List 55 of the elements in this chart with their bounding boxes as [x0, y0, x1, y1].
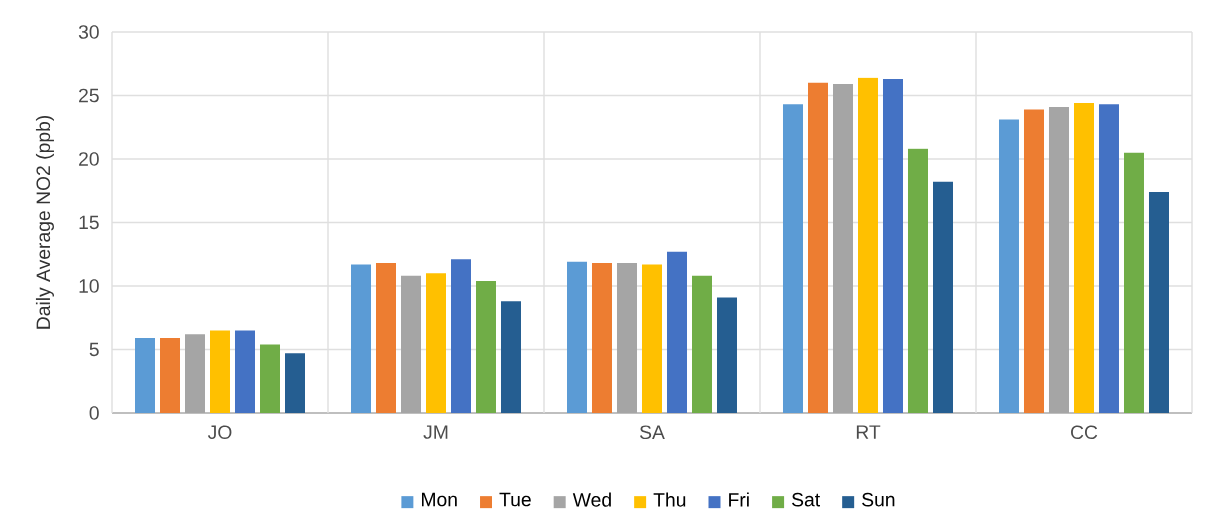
- bar: [451, 259, 471, 414]
- y-tick-label: 5: [89, 342, 99, 357]
- legend-label: Sat: [792, 492, 820, 507]
- bar: [808, 82, 828, 414]
- bar: [907, 148, 928, 414]
- bar: [933, 181, 953, 414]
- bar: [160, 338, 180, 414]
- bar: [1074, 103, 1094, 414]
- bar: [882, 79, 903, 414]
- x-tick-label: CC: [1071, 425, 1098, 440]
- bar: [285, 353, 305, 414]
- bar: [833, 84, 853, 414]
- bar: [641, 264, 662, 414]
- y-tick-label: 25: [79, 88, 99, 103]
- y-axis-title: Daily Average NO2 (ppb): [35, 116, 54, 329]
- bar: [858, 77, 878, 414]
- bar: [1099, 104, 1119, 414]
- bar: [426, 273, 446, 414]
- bar: [692, 275, 712, 414]
- y-tick-label: 20: [79, 152, 99, 166]
- y-tick-label: 0: [89, 406, 99, 420]
- bar: [1023, 109, 1044, 414]
- bar: [135, 338, 155, 414]
- bar: [401, 275, 421, 414]
- bar: [782, 104, 803, 414]
- x-tick-label: SA: [639, 425, 665, 440]
- legend-label: Wed: [572, 492, 611, 507]
- legend-label: Mon: [422, 492, 457, 507]
- y-tick-label: 10: [79, 279, 99, 293]
- legend-label: Fri: [729, 492, 749, 507]
- bar: [375, 263, 396, 414]
- bar: [234, 330, 255, 414]
- x-tick-label: JO: [207, 425, 232, 440]
- bar: [999, 119, 1019, 414]
- bar: [717, 297, 737, 414]
- x-tick-label: RT: [856, 425, 881, 439]
- bar: [667, 251, 687, 414]
- bar: [351, 264, 372, 414]
- bar: [1124, 152, 1144, 414]
- legend-label: Thu: [653, 492, 686, 507]
- bar: [592, 263, 612, 414]
- bar: [476, 280, 496, 414]
- bar: [210, 330, 230, 414]
- y-tick-label: 30: [78, 25, 99, 39]
- bar: [260, 344, 280, 414]
- bar: [617, 263, 637, 414]
- y-tick-label: 15: [79, 215, 99, 230]
- bar: [567, 261, 587, 414]
- bar: [185, 334, 205, 414]
- legend-label: Tue: [499, 492, 531, 507]
- legend-label: Sun: [862, 492, 895, 507]
- bar: [500, 301, 521, 414]
- x-tick-label: JM: [423, 425, 448, 439]
- bar: [1048, 106, 1069, 414]
- bar: [1148, 192, 1169, 414]
